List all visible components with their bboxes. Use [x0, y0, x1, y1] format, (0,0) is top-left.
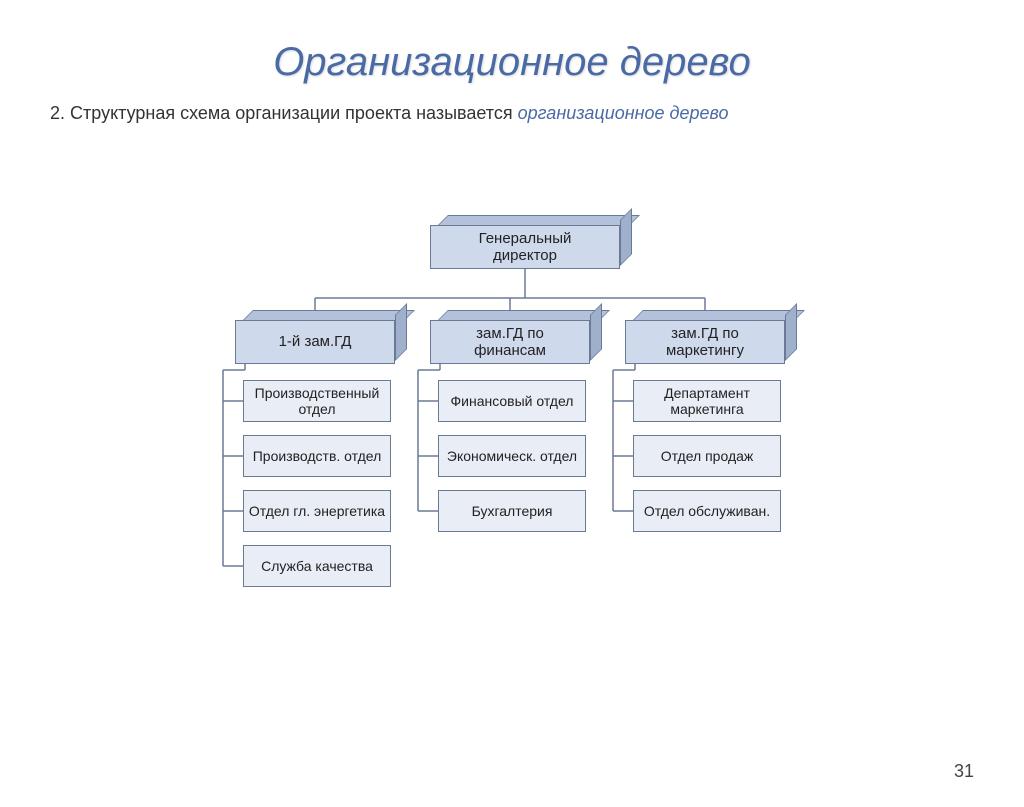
- org-node-3d: зам.ГД пофинансам: [430, 310, 602, 364]
- org-node-flat: Экономическ. отдел: [438, 435, 586, 477]
- org-node-flat: Финансовый отдел: [438, 380, 586, 422]
- org-node-flat: Отдел продаж: [633, 435, 781, 477]
- org-node-flat: Служба качества: [243, 545, 391, 587]
- subtitle-text: 2. Структурная схема организации проекта…: [50, 103, 518, 123]
- org-node-flat: Производств. отдел: [243, 435, 391, 477]
- slide-title: Организационное дерево: [0, 40, 1024, 85]
- subtitle-highlight: организационное дерево: [518, 103, 729, 123]
- org-node-3d: Генеральныйдиректор: [430, 215, 632, 269]
- org-node-3d: зам.ГД помаркетингу: [625, 310, 797, 364]
- slide-subtitle: 2. Структурная схема организации проекта…: [50, 103, 1024, 124]
- org-tree-canvas: Генеральныйдиректор 1-й зам.ГД зам.ГД пофи…: [0, 215, 1024, 735]
- org-node-flat: Бухгалтерия: [438, 490, 586, 532]
- org-node-flat: Отдел обслуживан.: [633, 490, 781, 532]
- org-node-flat: Департамент маркетинга: [633, 380, 781, 422]
- org-node-flat: Производственный отдел: [243, 380, 391, 422]
- page-number: 31: [954, 761, 974, 782]
- org-node-3d: 1-й зам.ГД: [235, 310, 407, 364]
- org-node-flat: Отдел гл. энергетика: [243, 490, 391, 532]
